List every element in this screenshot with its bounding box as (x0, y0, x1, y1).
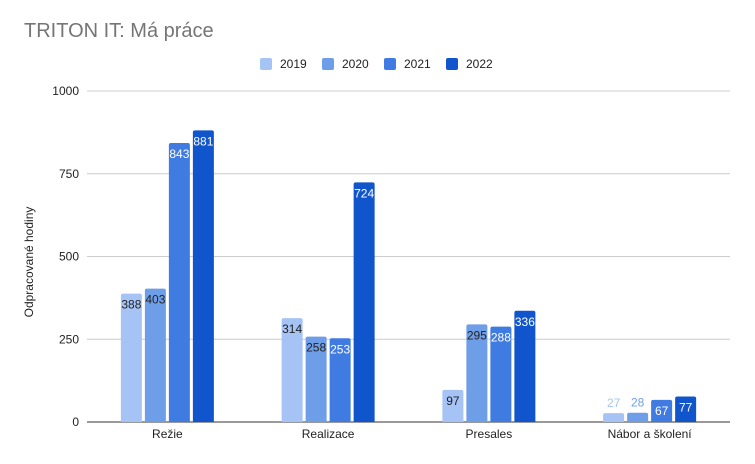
chart-title: TRITON IT: Má práce (24, 20, 214, 42)
data-label: 881 (193, 134, 213, 148)
bar (651, 399, 673, 422)
data-label: 77 (679, 401, 693, 415)
bar (514, 310, 536, 422)
data-label: 28 (631, 396, 645, 410)
data-label: 336 (515, 315, 535, 329)
bars (120, 130, 697, 423)
x-tick-label: Nábor a školení (608, 427, 693, 441)
bar (329, 338, 351, 422)
bar (192, 130, 214, 422)
bar (675, 396, 697, 422)
legend-swatch (446, 58, 458, 70)
legend-label: 2022 (466, 57, 493, 71)
data-labels: 388 403 843 881 314 258 253 724 97 295 288 336 27 28 6… (121, 134, 692, 417)
y-tick-label: 500 (59, 250, 79, 264)
data-label: 67 (655, 404, 669, 418)
x-tick-label: Realizace (302, 427, 355, 441)
legend-label: 2019 (280, 57, 307, 71)
bar (627, 412, 649, 422)
bar (281, 318, 303, 422)
bar (305, 336, 327, 422)
legend: 2019 2020 2021 2022 (260, 57, 493, 71)
legend-label: 2021 (404, 57, 431, 71)
legend-swatch (322, 58, 334, 70)
bar (353, 182, 375, 422)
data-label: 388 (121, 298, 141, 312)
data-label: 97 (446, 394, 460, 408)
data-label: 403 (145, 293, 165, 307)
data-label: 314 (282, 322, 302, 336)
bar (442, 389, 464, 422)
y-tick-label: 0 (72, 415, 79, 429)
data-label: 253 (330, 342, 350, 356)
bar (144, 288, 166, 422)
data-label: 258 (306, 341, 326, 355)
bar (168, 142, 190, 423)
y-tick-label: 250 (59, 332, 79, 346)
x-axis-ticks: Režie Realizace Presales Nábor a školení (152, 427, 692, 441)
legend-swatch (384, 58, 396, 70)
bar (603, 413, 625, 422)
y-tick-label: 750 (59, 167, 79, 181)
data-label: 288 (491, 331, 511, 345)
bar (120, 293, 142, 422)
bar (466, 324, 488, 422)
data-label: 843 (169, 147, 189, 161)
y-axis-title: Odpracované hodiny (22, 207, 36, 318)
x-tick-label: Presales (466, 427, 513, 441)
data-label: 295 (467, 328, 487, 342)
data-label: 27 (607, 396, 621, 410)
legend-label: 2020 (342, 57, 369, 71)
y-axis-ticks: 0 250 500 750 1000 (52, 84, 79, 429)
data-label: 724 (354, 186, 374, 200)
y-tick-label: 1000 (52, 84, 79, 98)
legend-swatch (260, 58, 272, 70)
bar (490, 326, 512, 422)
x-tick-label: Režie (152, 427, 183, 441)
